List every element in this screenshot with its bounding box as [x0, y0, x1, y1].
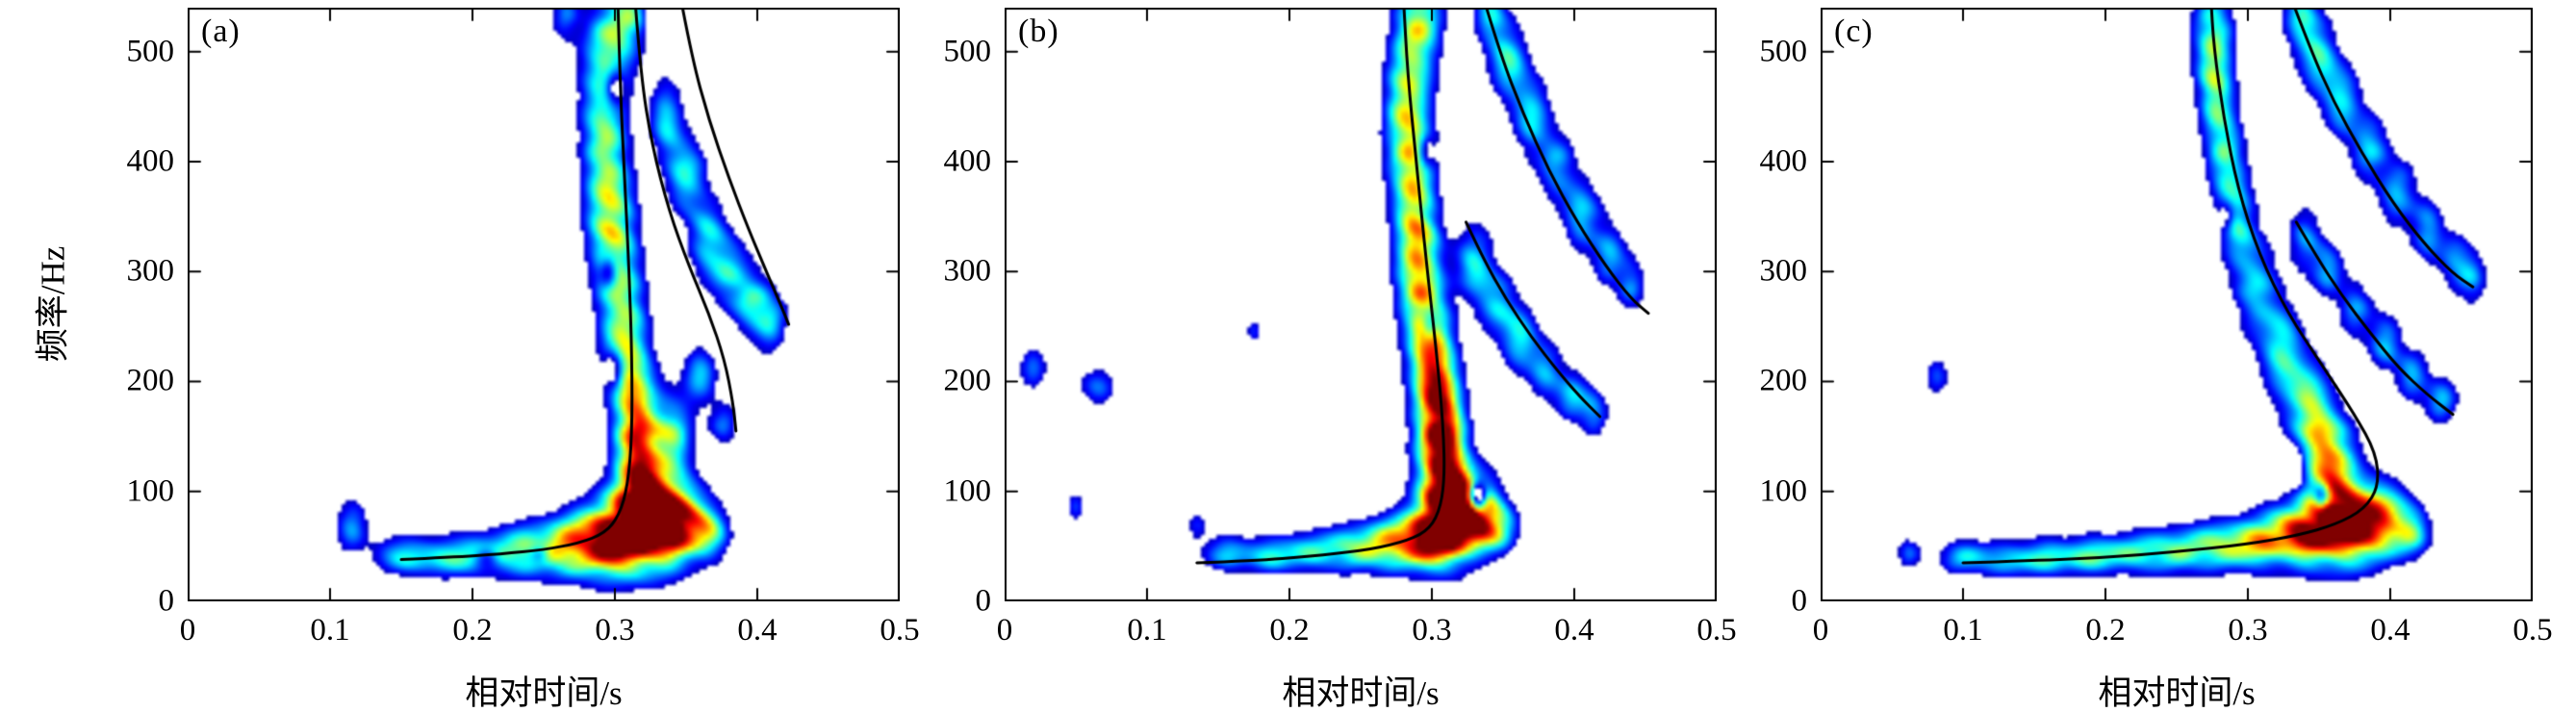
panel-c: (c) 0 100 200 300 400 500 0 0.1 0.2 0.3 0.4 0.5 相对…	[1717, 0, 2576, 712]
x-tick-label: 0.1	[1127, 613, 1167, 648]
x-tick-label: 0	[179, 613, 196, 648]
x-tick-label: 0.5	[880, 613, 920, 648]
y-tick-label: 500	[943, 34, 992, 69]
x-tick-label: 0.3	[1412, 613, 1452, 648]
x-tick-label: 0.1	[310, 613, 350, 648]
x-axis-label-b: 相对时间/s	[1282, 674, 1440, 712]
panel-b: (b) 0 100 200 300 400 500 0 0.1 0.2 0.3 0.4 0.5 相对…	[900, 0, 1737, 712]
y-tick-label: 200	[126, 363, 175, 398]
plot-area-c: (c) 0 100 200 300 400 500 0 0.1 0.2 0.3 0.4 0.5 相对…	[1760, 8, 2553, 712]
y-tick-label: 400	[943, 143, 992, 179]
y-tick-label: 100	[1759, 473, 1808, 509]
y-tick-label: 100	[943, 473, 992, 509]
panel-a: (a) 0 100 200 300 400 500 0 0.1 0.2 0.3 0.4 0.5 相对…	[0, 0, 920, 712]
y-tick-label: 500	[126, 34, 175, 69]
heatmap-canvas-c	[1821, 8, 2533, 601]
x-tick-label: 0	[996, 613, 1013, 648]
panel-label-c: (c)	[1834, 13, 1874, 49]
x-tick-label: 0.4	[2370, 613, 2410, 648]
y-tick-label: 400	[1759, 143, 1808, 179]
y-tick-label: 300	[1759, 253, 1808, 289]
x-tick-label: 0.2	[1269, 613, 1310, 648]
x-tick-label: 0.3	[595, 613, 635, 648]
y-tick-label: 400	[126, 143, 175, 179]
x-axis-label-a: 相对时间/s	[465, 674, 623, 712]
panel-label-a: (a)	[201, 13, 241, 49]
x-tick-label: 0.1	[1943, 613, 1983, 648]
y-tick-label: 200	[1759, 363, 1808, 398]
x-tick-label: 0.2	[2085, 613, 2126, 648]
y-tick-label: 0	[158, 583, 175, 619]
y-tick-label: 100	[126, 473, 175, 509]
x-tick-label: 0	[1812, 613, 1829, 648]
x-tick-labels-b: 0 0.1 0.2 0.3 0.4 0.5	[997, 613, 1737, 651]
y-tick-label: 200	[943, 363, 992, 398]
heatmap-canvas-b	[1005, 8, 1717, 601]
x-tick-label: 0.4	[737, 613, 778, 648]
x-tick-label: 0.5	[2512, 613, 2553, 648]
x-axis-label-c: 相对时间/s	[2098, 674, 2256, 712]
x-tick-label: 0.4	[1554, 613, 1594, 648]
y-tick-label: 0	[975, 583, 992, 619]
x-tick-labels-a: 0 0.1 0.2 0.3 0.4 0.5	[180, 613, 920, 651]
x-tick-label: 0.5	[1696, 613, 1737, 648]
y-tick-label: 500	[1759, 34, 1808, 69]
y-tick-label: 0	[1791, 583, 1808, 619]
y-tick-label: 300	[943, 253, 992, 289]
plot-area-b: (b) 0 100 200 300 400 500 0 0.1 0.2 0.3 0.4 0.5 相对…	[944, 8, 1737, 712]
x-tick-label: 0.3	[2228, 613, 2268, 648]
panel-label-b: (b)	[1018, 13, 1059, 49]
y-tick-label: 300	[126, 253, 175, 289]
y-axis-label: 频率/Hz	[34, 245, 72, 363]
plot-area-a: (a) 0 100 200 300 400 500 0 0.1 0.2 0.3 0.4 0.5 相对…	[35, 8, 920, 712]
x-tick-label: 0.2	[452, 613, 493, 648]
x-tick-labels-c: 0 0.1 0.2 0.3 0.4 0.5	[1813, 613, 2553, 651]
heatmap-canvas-a	[188, 8, 900, 601]
